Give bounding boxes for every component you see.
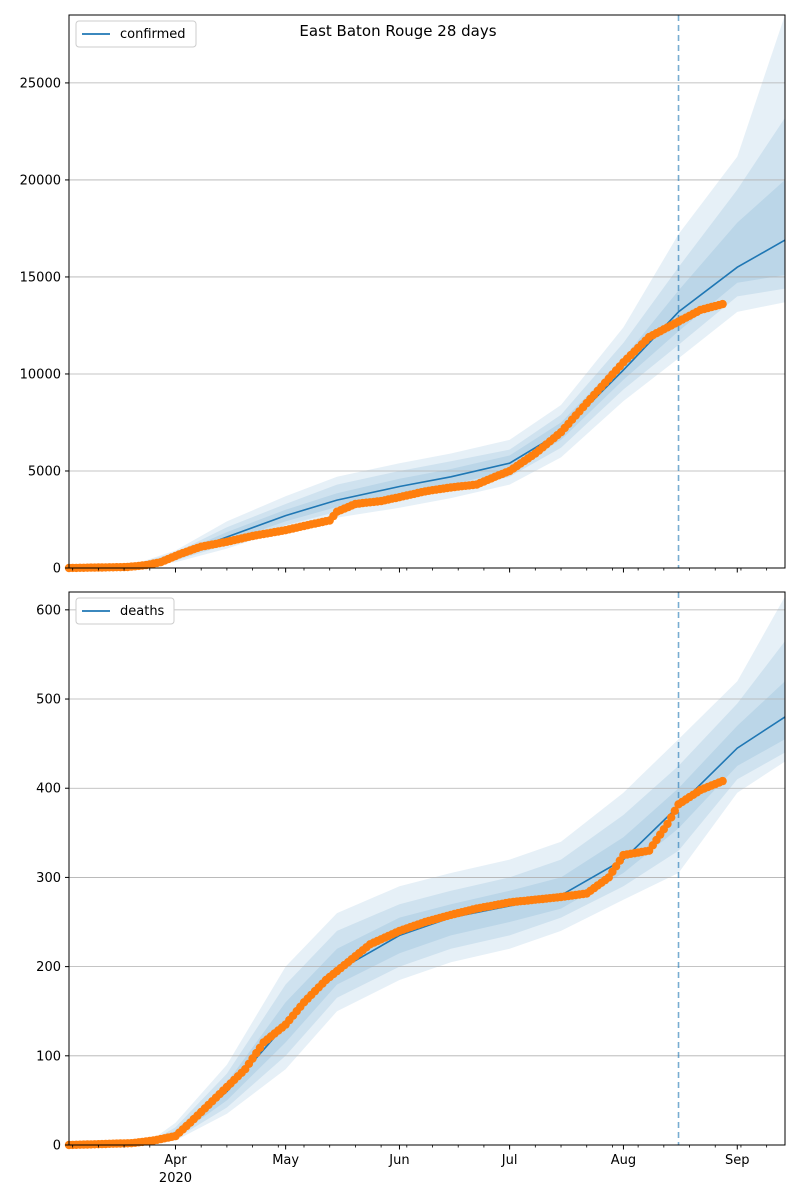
deaths-observed-point bbox=[670, 806, 679, 815]
deaths-panel: 0 100 200 300 400 500 600 Apr 2020 May Jun Jul Aug S… bbox=[36, 591, 786, 1186]
deaths-legend: deaths bbox=[75, 597, 175, 625]
deaths-ytick-label: 200 bbox=[36, 960, 61, 975]
confirmed-ytick-label: 25000 bbox=[20, 76, 61, 91]
xtick-label-jul: Jul bbox=[501, 1153, 518, 1168]
confirmed-ytick-label: 20000 bbox=[20, 173, 61, 188]
legend-box bbox=[75, 20, 197, 48]
confirmed-ytick-label: 0 bbox=[53, 562, 61, 577]
deaths-observed-point bbox=[667, 813, 676, 822]
xtick-label-aug: Aug bbox=[611, 1153, 636, 1168]
xtick-year-label: 2020 bbox=[159, 1171, 192, 1186]
confirmed-panel: 0 5000 10000 15000 20000 25000 confirmed East… bbox=[20, 14, 786, 577]
deaths-ytick-label: 600 bbox=[36, 603, 61, 618]
legend-box bbox=[75, 597, 175, 625]
legend-label-confirmed: confirmed bbox=[120, 27, 186, 42]
deaths-ytick-label: 400 bbox=[36, 782, 61, 797]
chart-title: East Baton Rouge 28 days bbox=[299, 22, 496, 40]
confirmed-legend: confirmed bbox=[75, 20, 197, 48]
deaths-ytick-label: 0 bbox=[53, 1139, 61, 1154]
deaths-band-outer bbox=[69, 596, 785, 1145]
xtick-label-apr: Apr bbox=[164, 1153, 187, 1168]
xtick-label-may: May bbox=[272, 1153, 299, 1168]
confirmed-ytick-label: 10000 bbox=[20, 367, 61, 382]
confirmed-ytick-label: 15000 bbox=[20, 270, 61, 285]
confirmed-ytick-label: 5000 bbox=[28, 464, 61, 479]
deaths-ytick-label: 500 bbox=[36, 693, 61, 708]
deaths-observed-point bbox=[663, 819, 672, 829]
xtick-label-jun: Jun bbox=[388, 1153, 409, 1168]
deaths-ytick-label: 100 bbox=[36, 1049, 61, 1064]
deaths-band-inner bbox=[69, 681, 785, 1145]
deaths-ytick-label: 300 bbox=[36, 871, 61, 886]
confirmed-observed-point bbox=[718, 299, 727, 309]
xtick-label-sep: Sep bbox=[725, 1153, 750, 1168]
deaths-observed-point bbox=[718, 776, 727, 786]
legend-label-deaths: deaths bbox=[120, 604, 165, 619]
confirmed-axes-frame bbox=[68, 14, 786, 569]
deaths-axes-frame bbox=[68, 591, 786, 1146]
